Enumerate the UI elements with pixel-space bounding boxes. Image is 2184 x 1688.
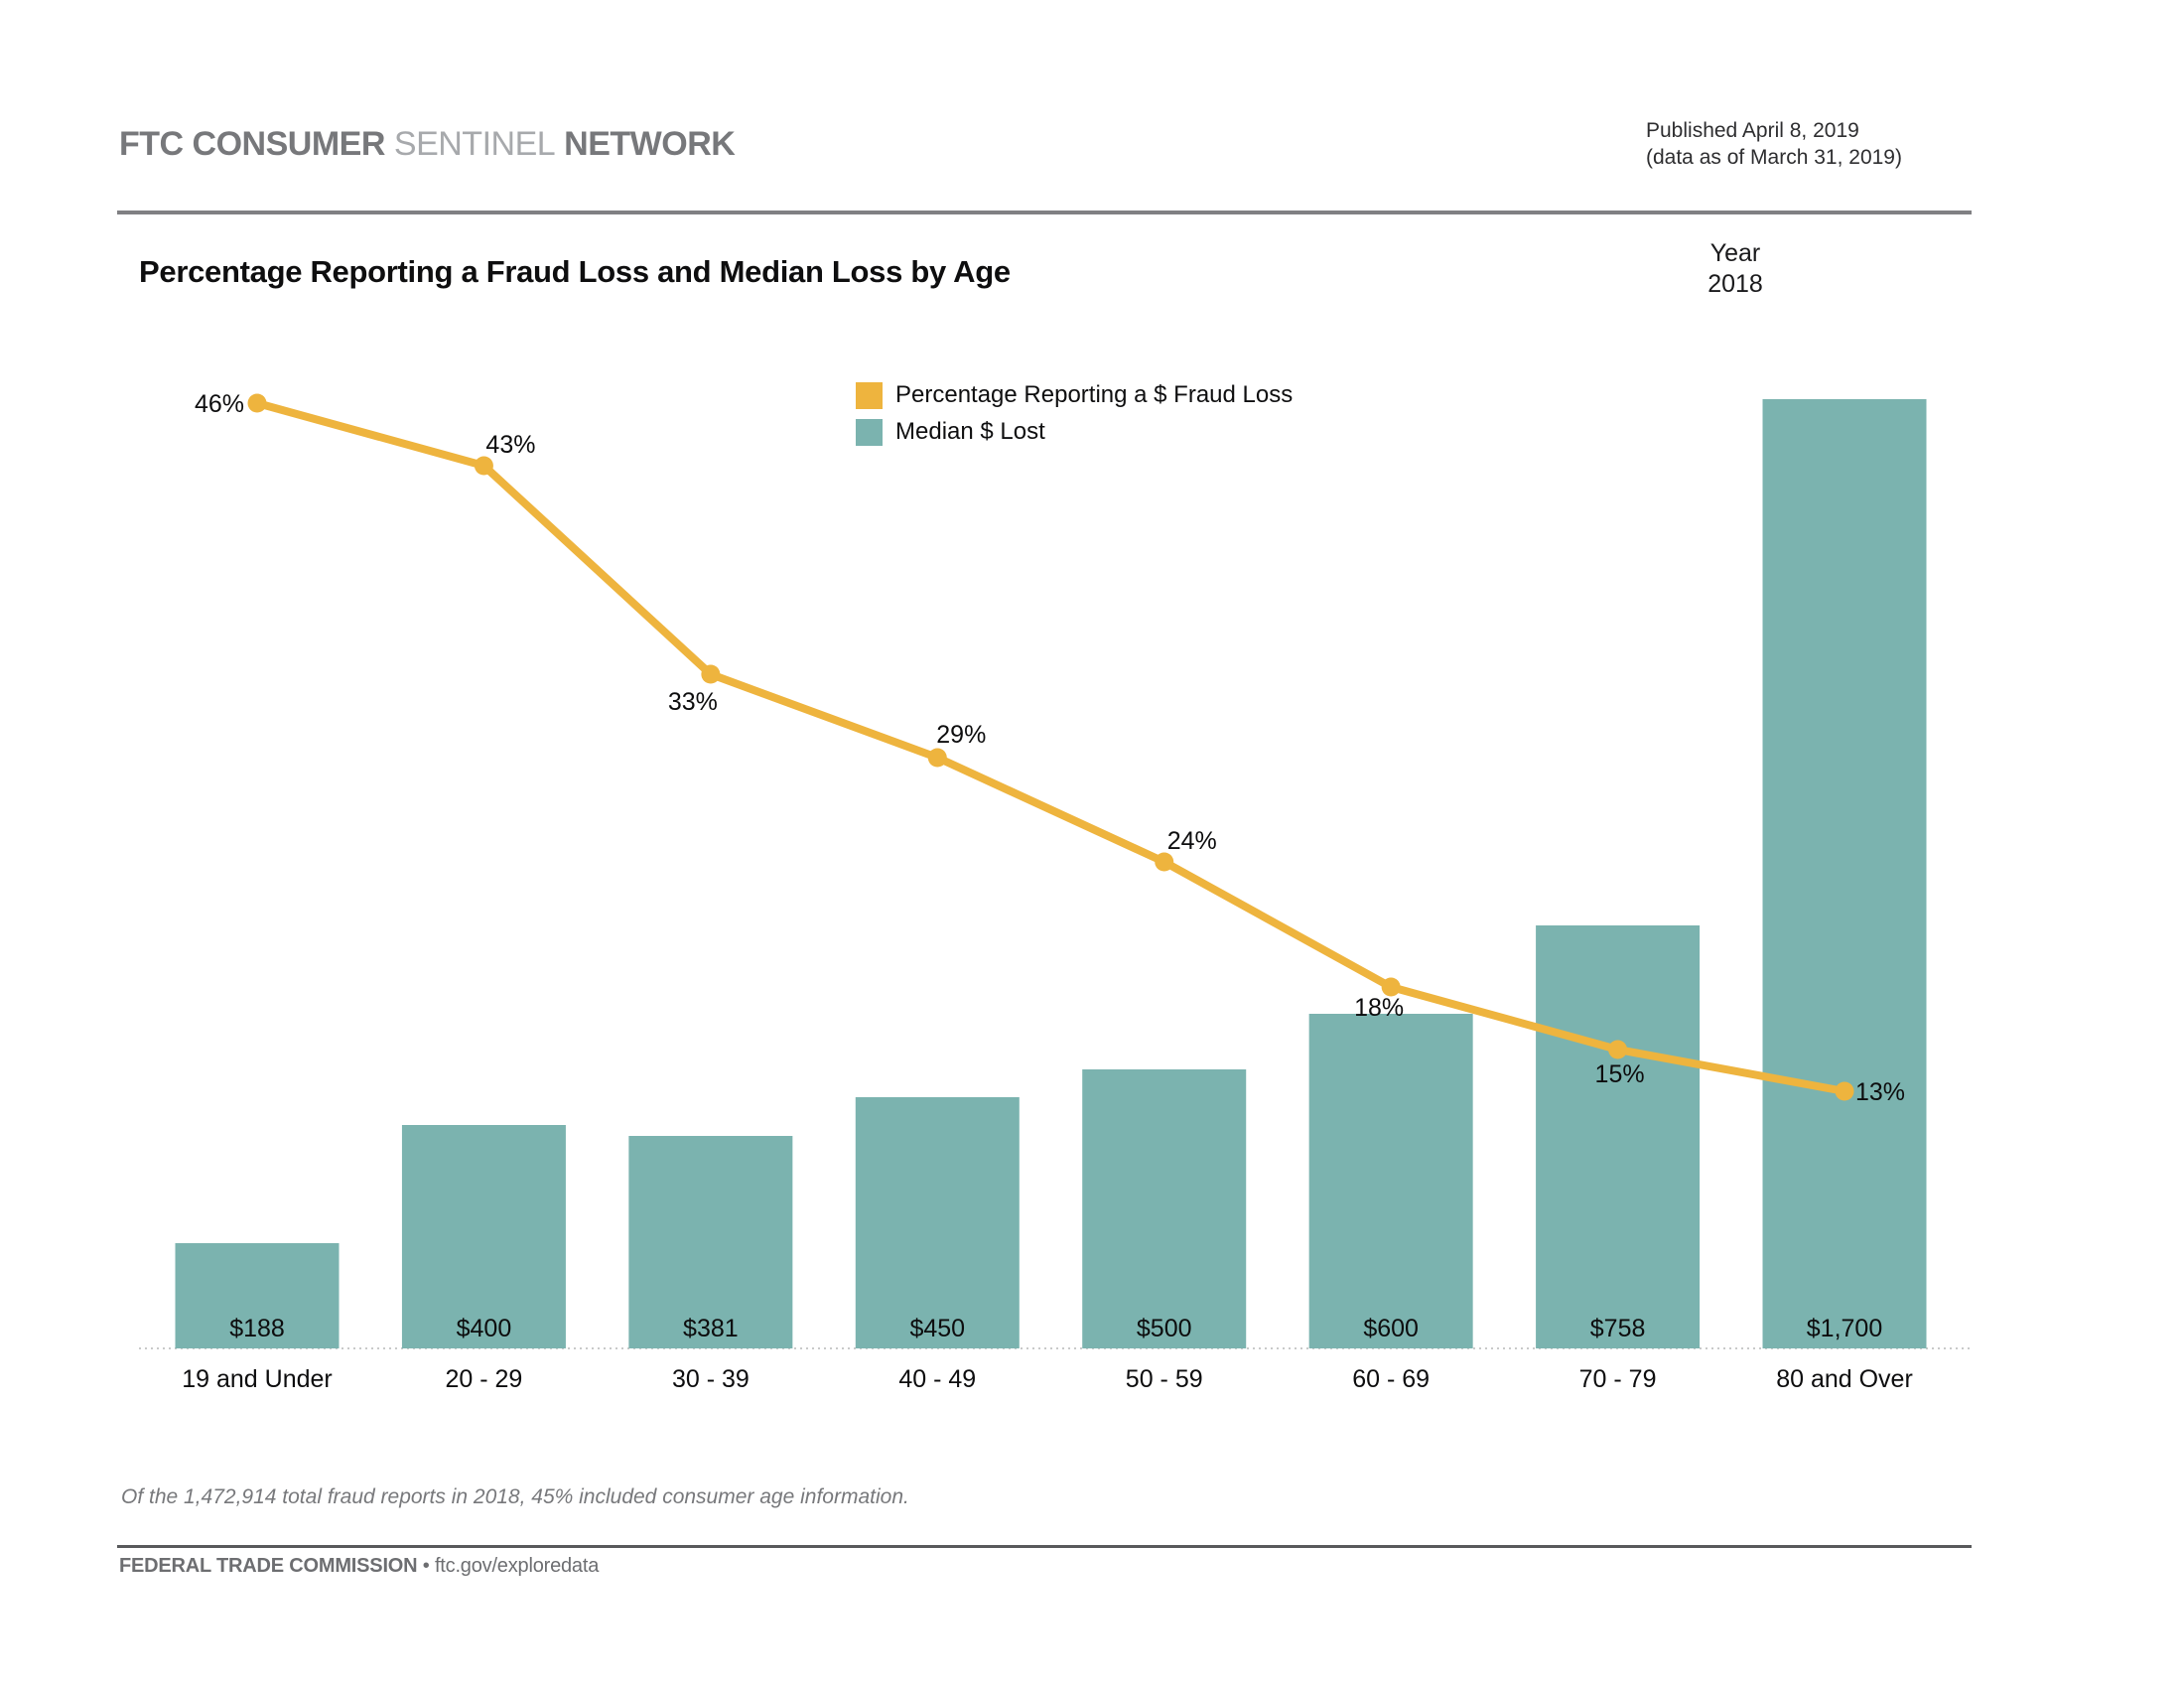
category-label: 30 - 39 [672, 1365, 750, 1393]
fraud-loss-chart: $188 19 and Under $400 20 - 29 $381 30 - 39 $4… [139, 390, 1971, 1393]
bar-value-label: $600 [1363, 1315, 1419, 1342]
line-point-label: 24% [1167, 827, 1217, 855]
category-label: 50 - 59 [1126, 1365, 1203, 1393]
legend-swatch-fraud-loss [856, 381, 883, 409]
legend-swatch-median-lost [856, 418, 883, 446]
header-divider [117, 211, 1972, 214]
category-label: 40 - 49 [898, 1365, 976, 1393]
line-point [1155, 852, 1174, 872]
line-point [1381, 977, 1401, 997]
bar-value-label: $758 [1590, 1315, 1646, 1342]
year-selector: Year 2018 [1666, 238, 1805, 300]
bar-value-label: $188 [229, 1315, 285, 1342]
bar-median-lost [1762, 399, 1927, 1348]
chart-legend: Percentage Reporting a $ Fraud Loss Medi… [856, 381, 1293, 455]
published-line1: Published April 8, 2019 [1646, 119, 1859, 142]
bar-median-lost [175, 1243, 340, 1348]
brand-sentinel: SENTINEL [393, 125, 556, 163]
footer-org: FEDERAL TRADE COMMISSION [119, 1555, 418, 1577]
year-label: Year [1709, 239, 1761, 267]
line-point [1608, 1040, 1628, 1059]
fraud-loss-line [253, 399, 1849, 1095]
year-value: 2018 [1707, 270, 1763, 298]
category-label: 19 and Under [182, 1365, 333, 1393]
footnote: Of the 1,472,914 total fraud reports in … [121, 1485, 909, 1508]
legend-label-median-lost: Median $ Lost [895, 418, 1045, 445]
bar-value-label: $381 [683, 1315, 739, 1342]
line-point-label: 33% [668, 688, 718, 716]
brand-network: NETWORK [564, 125, 736, 163]
legend-item-fraud-loss: Percentage Reporting a $ Fraud Loss [856, 381, 1293, 409]
category-label: 80 and Over [1776, 1365, 1913, 1393]
line-point-label: 18% [1354, 994, 1404, 1022]
line-point-label: 29% [936, 721, 986, 749]
line-point-label: 43% [485, 431, 535, 459]
chart-title: Percentage Reporting a Fraud Loss and Me… [139, 254, 1011, 289]
footer-divider [117, 1545, 1972, 1548]
bar-median-lost [1308, 1014, 1473, 1348]
published-line2: (data as of March 31, 2019) [1646, 146, 1902, 169]
bar-median-lost [855, 1097, 1020, 1348]
line-point-label: 15% [1595, 1060, 1645, 1088]
line-point-label: 46% [195, 390, 244, 418]
category-label: 70 - 79 [1579, 1365, 1657, 1393]
line-point [1835, 1081, 1854, 1101]
category-label: 20 - 29 [446, 1365, 523, 1393]
bar-value-label: $450 [909, 1315, 965, 1342]
legend-item-median-lost: Median $ Lost [856, 418, 1293, 446]
category-label: 60 - 69 [1352, 1365, 1430, 1393]
line-point-label: 13% [1855, 1078, 1905, 1106]
line-point [474, 456, 493, 476]
footer-bullet: • [422, 1555, 430, 1577]
legend-label-fraud-loss: Percentage Reporting a $ Fraud Loss [895, 381, 1294, 408]
bar-median-lost [401, 1125, 566, 1348]
line-point [701, 664, 721, 684]
header-brand: FTC CONSUMER SENTINEL NETWORK [119, 125, 736, 164]
footer: FEDERAL TRADE COMMISSION • ftc.gov/explo… [119, 1555, 599, 1578]
brand-ftc-consumer: FTC CONSUMER [119, 125, 385, 163]
bar-median-lost [628, 1136, 793, 1348]
bar-median-lost [1082, 1069, 1247, 1348]
bar-value-label: $500 [1137, 1315, 1192, 1342]
bar-value-label: $1,700 [1807, 1315, 1882, 1342]
bar-median-lost [1536, 925, 1701, 1348]
published-date: Published April 8, 2019 (data as of Marc… [1646, 117, 1902, 171]
footer-url: ftc.gov/exploredata [434, 1555, 600, 1577]
line-point [247, 393, 267, 413]
bar-value-label: $400 [457, 1315, 512, 1342]
line-point [927, 748, 947, 768]
